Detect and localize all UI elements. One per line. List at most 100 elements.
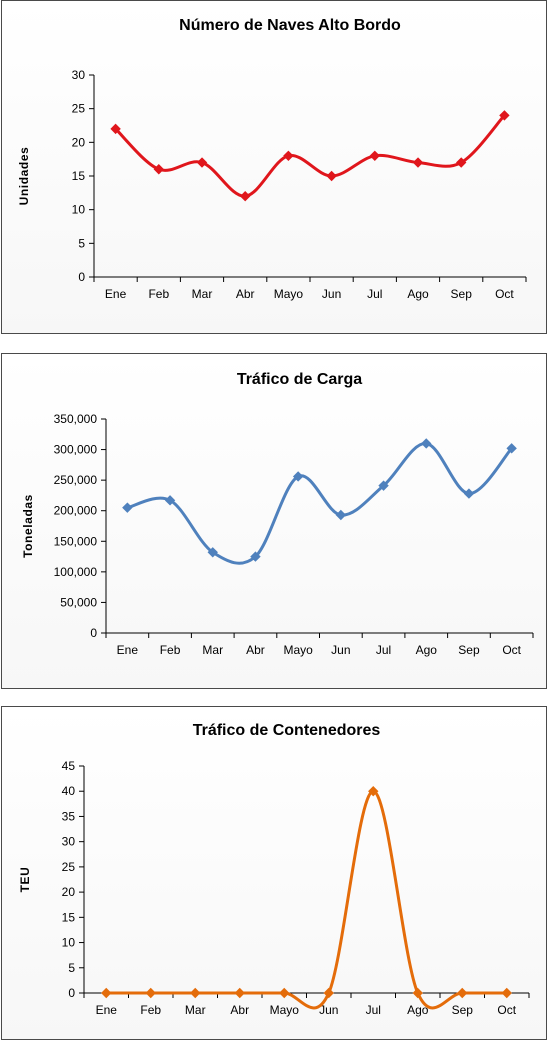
- x-tick-label: Oct: [495, 287, 514, 301]
- y-tick-label: 350,000: [54, 412, 98, 426]
- y-tick-label: 20: [72, 135, 86, 149]
- chart-svg-contenedores: Tráfico de Contenedores TEU 0 5 10 15 20 25 30 35…: [18, 722, 530, 1017]
- x-tick-label: Abr: [236, 287, 255, 301]
- data-point-marker: [283, 150, 294, 162]
- data-point-marker: [412, 987, 423, 999]
- y-tick-label: 10: [72, 203, 86, 217]
- x-tick-label: Oct: [502, 643, 521, 657]
- data-point-marker: [279, 987, 290, 999]
- x-tick-label: Ene: [105, 287, 127, 301]
- y-tick-label: 25: [72, 102, 86, 116]
- x-tick-label: Jul: [366, 1003, 381, 1017]
- chart-title: Número de Naves Alto Bordo: [179, 17, 401, 34]
- y-tick-label: 50,000: [60, 595, 97, 609]
- data-point-marker: [207, 547, 218, 558]
- chart-title: Tráfico de Carga: [237, 371, 362, 388]
- data-point-marker: [368, 786, 379, 797]
- x-tick-label: Sep: [458, 643, 480, 657]
- y-axis-label: Unidades: [17, 147, 31, 206]
- data-point-marker: [455, 157, 467, 168]
- data-point-marker: [421, 438, 432, 449]
- data-point-marker: [457, 987, 468, 999]
- y-tick-label: 45: [62, 759, 76, 773]
- x-tick-label: Mar: [202, 643, 223, 657]
- data-point-marker: [499, 110, 510, 121]
- chart-panel-carga: Tráfico de Carga Toneladas 0 50,000 100,000 1…: [1, 353, 547, 689]
- x-tick-label: Feb: [148, 287, 169, 301]
- data-point-marker: [164, 495, 176, 506]
- x-tick-label: Sep: [452, 1003, 474, 1017]
- chart-svg-carga: Tráfico de Carga Toneladas 0 50,000 100,000 1…: [21, 371, 534, 657]
- data-point-marker: [190, 987, 201, 999]
- y-tick-label: 100,000: [54, 565, 98, 579]
- data-point-marker: [326, 170, 337, 182]
- y-axis-label: Toneladas: [21, 494, 35, 558]
- y-tick-label: 30: [72, 68, 86, 82]
- x-tick-label: Ene: [96, 1003, 118, 1017]
- x-tick-label: Jul: [376, 643, 391, 657]
- x-tick-label: Abr: [230, 1003, 249, 1017]
- data-point-marker: [145, 987, 156, 999]
- series-line: [106, 789, 507, 1010]
- data-point-marker: [196, 157, 208, 168]
- y-tick-label: 0: [90, 626, 97, 640]
- data-point-marker: [110, 123, 121, 135]
- x-tick-label: Jul: [367, 287, 382, 301]
- chart-title: Tráfico de Contenedores: [193, 722, 381, 739]
- x-tick-label: Mayo: [270, 1003, 300, 1017]
- data-point-marker: [250, 551, 261, 562]
- y-tick-label: 40: [62, 784, 76, 798]
- chart-panel-naves: Número de Naves Alto Bordo Unidades 0 5 10 15…: [1, 0, 547, 334]
- y-tick-label: 200,000: [54, 504, 98, 518]
- data-point-marker: [292, 471, 304, 482]
- data-point-marker: [239, 190, 251, 202]
- y-tick-label: 35: [62, 809, 76, 823]
- y-tick-label: 250,000: [54, 473, 98, 487]
- y-tick-label: 10: [62, 936, 76, 950]
- x-tick-label: Feb: [160, 643, 181, 657]
- chart-panel-contenedores: Tráfico de Contenedores TEU 0 5 10 15 20 25 30 35…: [1, 706, 547, 1040]
- y-tick-label: 0: [78, 270, 85, 284]
- series-line: [114, 114, 506, 198]
- series-line: [126, 441, 513, 565]
- x-tick-label: Ene: [117, 643, 139, 657]
- x-tick-label: Feb: [140, 1003, 161, 1017]
- data-point-marker: [463, 488, 475, 499]
- data-point-marker: [501, 987, 512, 999]
- x-tick-label: Ago: [416, 643, 438, 657]
- data-point-marker: [412, 157, 424, 168]
- y-tick-label: 5: [78, 236, 85, 250]
- x-tick-label: Ago: [407, 287, 429, 301]
- data-point-marker: [101, 987, 112, 999]
- x-tick-label: Ago: [407, 1003, 429, 1017]
- x-tick-label: Jun: [319, 1003, 338, 1017]
- data-point-marker: [122, 502, 133, 513]
- data-point-marker: [378, 480, 389, 491]
- data-point-marker: [153, 164, 165, 175]
- x-tick-label: Jun: [322, 287, 341, 301]
- y-tick-label: 300,000: [54, 443, 98, 457]
- data-point-marker: [234, 987, 245, 999]
- x-tick-label: Mayo: [274, 287, 304, 301]
- y-tick-label: 15: [62, 910, 76, 924]
- x-tick-label: Mar: [185, 1003, 206, 1017]
- x-tick-label: Sep: [451, 287, 473, 301]
- data-point-marker: [335, 509, 347, 521]
- x-tick-label: Abr: [246, 643, 265, 657]
- y-tick-label: 20: [62, 885, 76, 899]
- chart-svg-naves: Número de Naves Alto Bordo Unidades 0 5 10 15…: [17, 17, 527, 301]
- y-tick-label: 5: [68, 961, 75, 975]
- x-tick-label: Jun: [331, 643, 350, 657]
- y-axis-label: TEU: [18, 867, 32, 893]
- x-tick-label: Mayo: [283, 643, 313, 657]
- x-tick-label: Oct: [497, 1003, 516, 1017]
- y-tick-label: 25: [62, 860, 76, 874]
- y-tick-label: 0: [68, 986, 75, 1000]
- x-tick-label: Mar: [192, 287, 213, 301]
- data-point-marker: [323, 987, 334, 999]
- y-tick-label: 30: [62, 835, 76, 849]
- y-tick-label: 15: [72, 169, 86, 183]
- data-point-marker: [369, 150, 381, 162]
- data-point-marker: [506, 443, 517, 454]
- y-tick-label: 150,000: [54, 534, 98, 548]
